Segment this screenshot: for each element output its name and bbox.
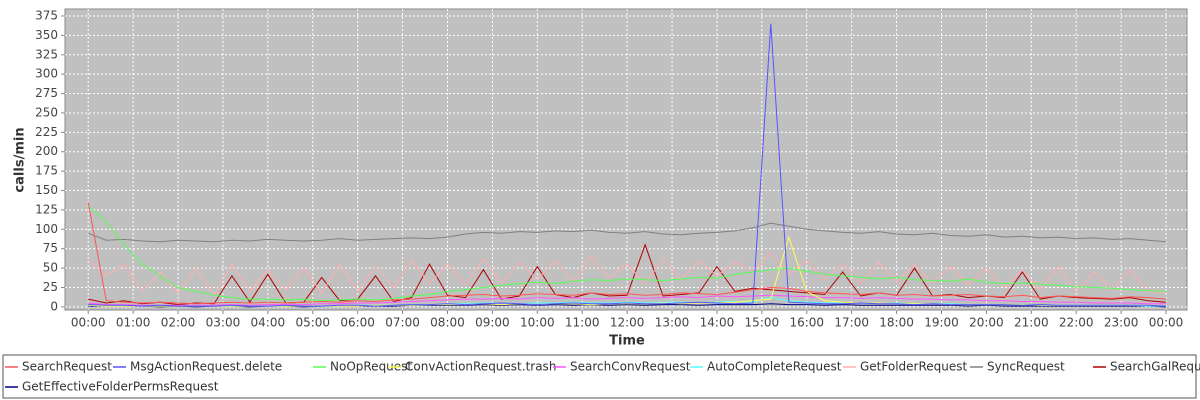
legend-label: GetFolderRequest (860, 360, 968, 374)
y-tick-label: 200 (35, 144, 58, 158)
legend-label: MsgActionRequest.delete (130, 360, 282, 374)
series-line (88, 294, 1166, 306)
y-tick-label: 25 (43, 280, 58, 294)
x-tick-label: 06:00 (340, 316, 375, 330)
y-tick-label: 350 (35, 28, 58, 42)
y-tick-label: 75 (43, 241, 58, 255)
y-tick-label: 125 (35, 202, 58, 216)
x-tick-label: 17:00 (834, 316, 869, 330)
y-tick-label: 175 (35, 164, 58, 178)
x-tick-label: 16:00 (789, 316, 824, 330)
legend-label: SearchConvRequest (570, 360, 691, 374)
series-line (88, 23, 1167, 307)
x-tick-label: 05:00 (295, 316, 330, 330)
x-tick-label: 14:00 (700, 316, 735, 330)
y-tick-label: 225 (35, 125, 58, 139)
y-tick-label: 50 (43, 261, 58, 275)
legend-label: GetEffectiveFolderPermsRequest (22, 380, 219, 394)
y-tick-label: 275 (35, 86, 58, 100)
legend-label: SearchGalRequest (1110, 360, 1200, 374)
y-tick-label: 100 (35, 222, 58, 236)
legend-label: SyncRequest (987, 360, 1065, 374)
x-tick-label: 18:00 (879, 316, 914, 330)
x-tick-label: 22:00 (1059, 316, 1094, 330)
y-axis-label: calls/min (13, 127, 28, 192)
x-tick-label: 04:00 (251, 316, 286, 330)
x-tick-label: 00:00 (1149, 316, 1184, 330)
x-tick-label: 19:00 (924, 316, 959, 330)
legend-label: NoOpRequest (330, 360, 412, 374)
x-tick-label: 20:00 (969, 316, 1004, 330)
y-tick-label: 250 (35, 105, 58, 119)
x-axis-label: Time (609, 334, 645, 349)
x-tick-label: 13:00 (655, 316, 690, 330)
series-line (87, 202, 1167, 305)
x-tick-label: 11:00 (565, 316, 600, 330)
legend (2, 354, 1197, 399)
y-tick-label: 375 (35, 8, 58, 22)
plot-area (64, 8, 1188, 311)
y-tick-label: 150 (35, 183, 58, 197)
y-tick-label: 300 (35, 67, 58, 81)
x-tick-label: 12:00 (610, 316, 645, 330)
x-tick-label: 03:00 (206, 316, 241, 330)
x-tick-label: 21:00 (1014, 316, 1049, 330)
x-tick-label: 01:00 (116, 316, 151, 330)
x-tick-label: 23:00 (1104, 316, 1139, 330)
legend-label: AutoCompleteRequest (707, 360, 842, 374)
legend-label: SearchRequest (22, 360, 112, 374)
x-tick-label: 02:00 (161, 316, 196, 330)
series-line (87, 205, 1167, 302)
y-tick-label: 325 (35, 47, 58, 61)
series-line (87, 251, 1167, 297)
x-tick-label: 09:00 (475, 316, 510, 330)
legend-label: ConvActionRequest.trash (405, 360, 556, 374)
x-tick-label: 15:00 (745, 316, 780, 330)
x-tick-label: 08:00 (430, 316, 465, 330)
series-line (88, 222, 1167, 243)
x-tick-label: 07:00 (385, 316, 420, 330)
y-tick-label: 0 (50, 299, 58, 313)
x-tick-label: 00:00 (71, 316, 106, 330)
x-tick-label: 10:00 (520, 316, 555, 330)
